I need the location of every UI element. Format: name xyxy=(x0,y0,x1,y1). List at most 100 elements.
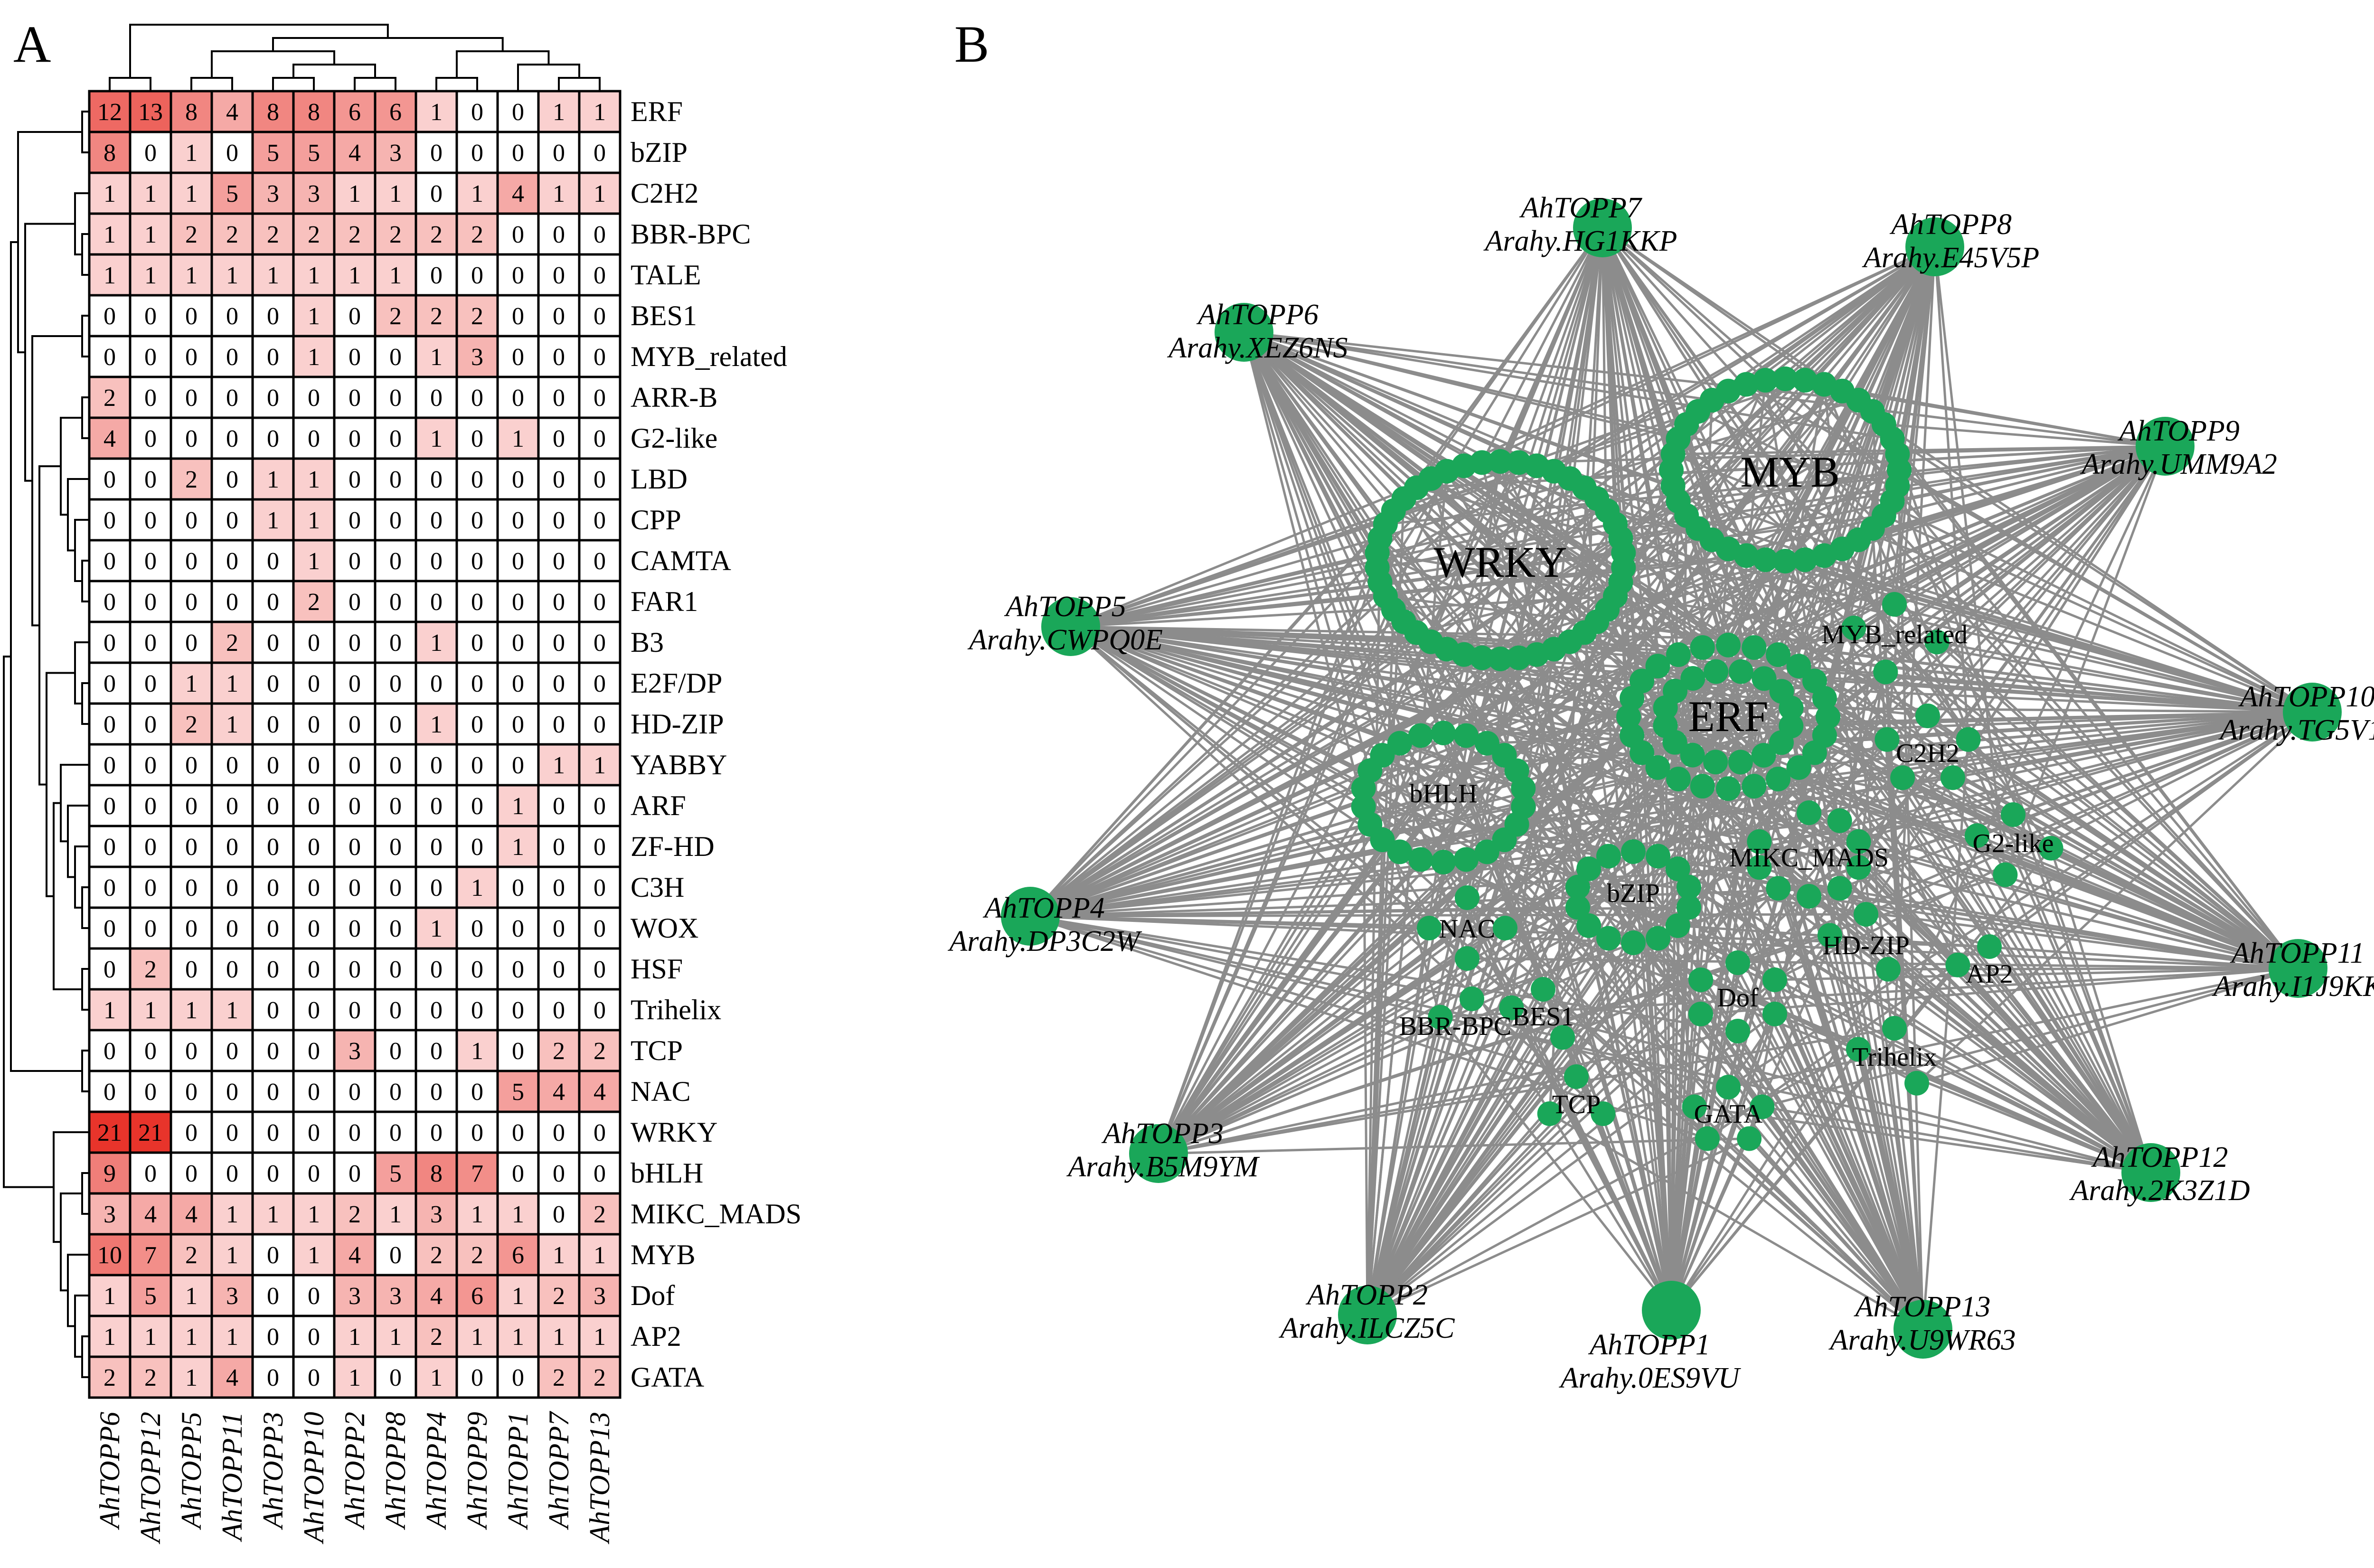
edge-ahtopp3-bhlh xyxy=(1158,858,1422,1155)
cell-value-ap2-ahtopp9: 1 xyxy=(471,1324,483,1351)
cell-value-ap2-ahtopp11: 1 xyxy=(226,1324,238,1351)
column-label-ahtopp10: AhTOPP10 xyxy=(298,1412,330,1545)
cell-c2h2-ahtopp8 xyxy=(374,171,417,215)
cell-value-gata-ahtopp3: 0 xyxy=(267,1364,279,1391)
cell-value-wrky-ahtopp2: 0 xyxy=(349,1119,361,1146)
tf-node-gata xyxy=(1695,1126,1720,1151)
cell-value-tale-ahtopp8: 1 xyxy=(389,262,402,289)
cell-value-c2h2-ahtopp10: 3 xyxy=(308,180,320,207)
cell-bes1-ahtopp13 xyxy=(578,294,622,338)
cell-value-tcp-ahtopp1: 0 xyxy=(512,1038,524,1065)
cell-ap2-ahtopp12 xyxy=(129,1314,172,1358)
topp-label-ahtopp13: AhTOPP13 xyxy=(1854,1291,1991,1323)
cell-far1-ahtopp5 xyxy=(170,580,213,623)
panel-a-heatmap: A 12 13 8 4 8 8 6 6 1 0 0 1 18 0 1 0 5 5 4 3 0 0 0 0 01 1 1 5 3 3 1 1 0 1… xyxy=(3,15,801,1545)
tf-node-myb xyxy=(1792,547,1818,573)
cell-value-camta-ahtopp4: 0 xyxy=(430,548,443,575)
cell-value-c2h2-ahtopp7: 1 xyxy=(553,180,565,207)
tf-node-trihelix xyxy=(1904,1070,1930,1096)
cell-bes1-ahtopp3 xyxy=(251,294,295,338)
cell-value-wrky-ahtopp9: 0 xyxy=(471,1119,483,1146)
edge-ahtopp7-dof xyxy=(1601,227,1776,1014)
tf-node-erf xyxy=(1816,704,1840,729)
cell-myb-ahtopp8 xyxy=(374,1233,417,1277)
cell-value-nac-ahtopp12: 0 xyxy=(144,1079,157,1106)
cell-value-dof-ahtopp2: 3 xyxy=(349,1283,361,1310)
topp-node-ahtopp6 xyxy=(1215,303,1273,362)
cell-value-myb-ahtopp6: 10 xyxy=(97,1242,122,1269)
edge-ahtopp9-bhlh xyxy=(1420,445,2166,861)
cell-wox-ahtopp12 xyxy=(129,906,172,950)
cell-value-tcp-ahtopp10: 0 xyxy=(308,1038,320,1065)
cell-value-myb-related-ahtopp9: 3 xyxy=(471,344,483,371)
cell-value-erf-ahtopp6: 12 xyxy=(97,99,122,126)
edge-ahtopp11-trihelix xyxy=(1916,967,2299,1085)
cell-value-ap2-ahtopp3: 0 xyxy=(267,1324,279,1351)
cell-value-arf-ahtopp10: 0 xyxy=(308,793,320,820)
tf-node-erf xyxy=(1728,659,1753,684)
row-label-c3h: C3H xyxy=(631,872,684,903)
cell-value-myb-related-ahtopp2: 0 xyxy=(349,344,361,371)
tf-node-erf xyxy=(1752,666,1777,691)
tf-label-myb: MYB xyxy=(1740,448,1840,496)
cell-c3h-ahtopp6 xyxy=(88,865,132,909)
topp-label-ahtopp11: AhTOPP11 xyxy=(2230,937,2365,969)
cell-value-tcp-ahtopp3: 0 xyxy=(267,1038,279,1065)
cell-value-hsf-ahtopp5: 0 xyxy=(185,956,198,983)
cell-value-wrky-ahtopp3: 0 xyxy=(267,1119,279,1146)
cell-value-trihelix-ahtopp6: 1 xyxy=(104,997,116,1024)
cell-value-yabby-ahtopp13: 1 xyxy=(594,752,606,779)
tf-node-erf xyxy=(1704,659,1729,684)
cell-value-e2f-dp-ahtopp3: 0 xyxy=(267,670,279,697)
edge-ahtopp8-myb xyxy=(1727,245,1936,392)
cell-value-tale-ahtopp1: 0 xyxy=(512,262,524,289)
cell-value-cpp-ahtopp13: 0 xyxy=(594,507,606,534)
row-label-tcp: TCP xyxy=(631,1035,683,1066)
cell-value-yabby-ahtopp5: 0 xyxy=(185,752,198,779)
cell-far1-ahtopp4 xyxy=(415,580,458,623)
edge-ahtopp4-bzip xyxy=(1030,915,1634,944)
tf-node-erf xyxy=(1742,635,1767,660)
cell-value-bes1-ahtopp2: 0 xyxy=(349,303,361,330)
cell-value-lbd-ahtopp3: 1 xyxy=(267,466,279,493)
cell-value-myb-ahtopp13: 1 xyxy=(594,1242,606,1269)
topp-gene-ahtopp11: Arahy.I1J9KK xyxy=(2212,970,2374,1003)
cell-c3h-ahtopp12 xyxy=(129,865,172,909)
edge-ahtopp9-erf xyxy=(1780,445,2166,744)
tf-node-mikc-mads xyxy=(1846,829,1871,854)
cell-value-dof-ahtopp8: 3 xyxy=(389,1283,402,1310)
cell-value-trihelix-ahtopp7: 0 xyxy=(553,997,565,1024)
tf-node-bzip xyxy=(1665,856,1690,882)
cell-value-tale-ahtopp7: 0 xyxy=(553,262,565,289)
cell-yabby-ahtopp7 xyxy=(537,743,581,787)
edge-ahtopp10-myb xyxy=(1672,453,2313,714)
cell-nac-ahtopp13 xyxy=(578,1070,622,1113)
cell-value-camta-ahtopp13: 0 xyxy=(594,548,606,575)
cell-wox-ahtopp3 xyxy=(251,906,295,950)
cell-value-g2-like-ahtopp11: 0 xyxy=(226,425,238,452)
row-label-myb: MYB xyxy=(631,1239,696,1270)
tf-node-dof xyxy=(1725,1019,1750,1043)
cell-nac-ahtopp5 xyxy=(170,1070,213,1113)
edge-ahtopp2-dof xyxy=(1366,979,1702,1316)
cell-value-myb-related-ahtopp10: 1 xyxy=(308,344,320,371)
edge-ahtopp6-bhlh xyxy=(1243,332,1445,863)
cell-value-tale-ahtopp13: 0 xyxy=(594,262,606,289)
topp-gene-ahtopp7: Arahy.HG1KKP xyxy=(1483,225,1677,257)
edge-ahtopp11-myb-related xyxy=(1936,641,2299,969)
cell-value-mikc-mads-ahtopp6: 3 xyxy=(104,1201,116,1228)
cell-camta-ahtopp10 xyxy=(292,539,336,582)
cell-wrky-ahtopp11 xyxy=(210,1110,254,1154)
cell-cpp-ahtopp7 xyxy=(537,498,581,542)
cell-value-myb-ahtopp12: 7 xyxy=(144,1242,157,1269)
cell-value-wox-ahtopp10: 0 xyxy=(308,915,320,942)
cell-dof-ahtopp6 xyxy=(88,1274,132,1317)
topp-node-ahtopp4 xyxy=(1001,887,1060,946)
edge-ahtopp8-wrky xyxy=(1393,245,1936,611)
tf-node-gata xyxy=(1682,1094,1707,1119)
edge-ahtopp5-wrky xyxy=(1070,625,1447,650)
edge-ahtopp11-dof xyxy=(1774,967,2299,981)
cell-value-hsf-ahtopp3: 0 xyxy=(267,956,279,983)
cell-mikc-mads-ahtopp1 xyxy=(496,1192,540,1236)
